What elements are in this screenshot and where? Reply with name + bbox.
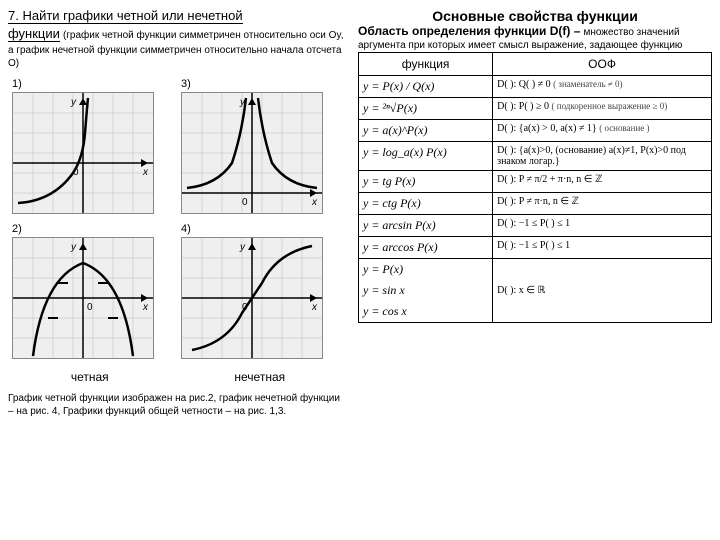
- func-cell: y = P(x): [359, 259, 493, 281]
- right-column: Основные свойства функции Область опреде…: [358, 8, 712, 532]
- table-row: y = P(x) / Q(x) D( ): Q( ) ≠ 0 ( знамена…: [359, 76, 712, 98]
- svg-text:x: x: [142, 167, 149, 178]
- table-header-row: функция ООФ: [359, 53, 712, 76]
- chart-3-svg: x y 0: [181, 92, 323, 214]
- cond-cell: D( ): {a(x) > 0, a(x) ≠ 1} ( основание ): [493, 120, 712, 142]
- cond-cell: D( ): P ≠ π/2 + π·n, n ∈ ℤ: [493, 171, 712, 193]
- svg-text:x: x: [142, 302, 149, 313]
- properties-title: Основные свойства функции: [358, 8, 712, 24]
- chart-num-2: 2): [12, 223, 175, 235]
- func-cell: y = tg P(x): [359, 171, 493, 193]
- svg-text:y: y: [70, 97, 77, 108]
- func-cell: y = log_a(x) P(x): [359, 142, 493, 171]
- chart-3: 3) x y 0: [181, 78, 344, 217]
- task-title-2: функции: [8, 26, 60, 42]
- svg-text:0: 0: [87, 302, 93, 313]
- func-cell: y = ctg P(x): [359, 193, 493, 215]
- chart-grid: 1) x y 0 3): [12, 78, 344, 362]
- svg-text:y: y: [70, 242, 77, 253]
- table-row: y = ²ⁿ√P(x) D( ): P( ) ≥ 0 ( подкоренное…: [359, 98, 712, 120]
- footer-text: График четной функции изображен на рис.2…: [8, 392, 348, 418]
- chart-2: 2) x y 0: [12, 223, 175, 362]
- header-oof: ООФ: [493, 53, 712, 76]
- cond-cell: D( ): P ≠ π·n, n ∈ ℤ: [493, 193, 712, 215]
- chart-num-1: 1): [12, 78, 175, 90]
- func-cell: y = arccos P(x): [359, 237, 493, 259]
- func-cell: y = a(x)^P(x): [359, 120, 493, 142]
- table-row: y = tg P(x) D( ): P ≠ π/2 + π·n, n ∈ ℤ: [359, 171, 712, 193]
- svg-text:y: y: [239, 242, 246, 253]
- chart-num-4: 4): [181, 223, 344, 235]
- func-cell: y = sin x: [359, 280, 493, 301]
- svg-text:x: x: [311, 197, 318, 208]
- func-cell: y = P(x) / Q(x): [359, 76, 493, 98]
- chart-num-3: 3): [181, 78, 344, 90]
- cond-cell: D( ): x ∈ ℝ: [493, 259, 712, 323]
- chart-4: 4) x y 0: [181, 223, 344, 362]
- cond-cell: D( ): {a(x)>0, (основание) a(x)≠1, P(x)>…: [493, 142, 712, 171]
- cond-cell: D( ): −1 ≤ P( ) ≤ 1: [493, 237, 712, 259]
- chart-labels: четная нечетная: [8, 370, 348, 384]
- left-column: 7. Найти графики четной или нечетной фун…: [8, 8, 348, 532]
- label-even: четная: [71, 370, 109, 384]
- table-row: y = log_a(x) P(x) D( ): {a(x)>0, (основа…: [359, 142, 712, 171]
- svg-text:0: 0: [242, 197, 248, 208]
- chart-2-svg: x y 0: [12, 237, 154, 359]
- chart-1: 1) x y 0: [12, 78, 175, 217]
- domain-title: Область определения функции D(f) –: [358, 24, 580, 38]
- cond-cell: D( ): −1 ≤ P( ) ≤ 1: [493, 215, 712, 237]
- cond-cell: D( ): Q( ) ≠ 0 ( знаменатель ≠ 0): [493, 76, 712, 98]
- chart-4-svg: x y 0: [181, 237, 323, 359]
- task-title: 7. Найти графики четной или нечетной: [8, 8, 243, 24]
- chart-1-svg: x y 0: [12, 92, 154, 214]
- func-cell: y = ²ⁿ√P(x): [359, 98, 493, 120]
- cond-cell: D( ): P( ) ≥ 0 ( подкоренное выражение ≥…: [493, 98, 712, 120]
- header-function: функция: [359, 53, 493, 76]
- svg-text:x: x: [311, 302, 318, 313]
- table-row: y = ctg P(x) D( ): P ≠ π·n, n ∈ ℤ: [359, 193, 712, 215]
- table-row: y = P(x) D( ): x ∈ ℝ: [359, 259, 712, 281]
- label-odd: нечетная: [234, 370, 285, 384]
- func-cell: y = arcsin P(x): [359, 215, 493, 237]
- func-cell: y = cos x: [359, 301, 493, 323]
- table-row: y = arccos P(x) D( ): −1 ≤ P( ) ≤ 1: [359, 237, 712, 259]
- table-row: y = a(x)^P(x) D( ): {a(x) > 0, a(x) ≠ 1}…: [359, 120, 712, 142]
- function-table: функция ООФ y = P(x) / Q(x) D( ): Q( ) ≠…: [358, 52, 712, 323]
- table-row: y = arcsin P(x) D( ): −1 ≤ P( ) ≤ 1: [359, 215, 712, 237]
